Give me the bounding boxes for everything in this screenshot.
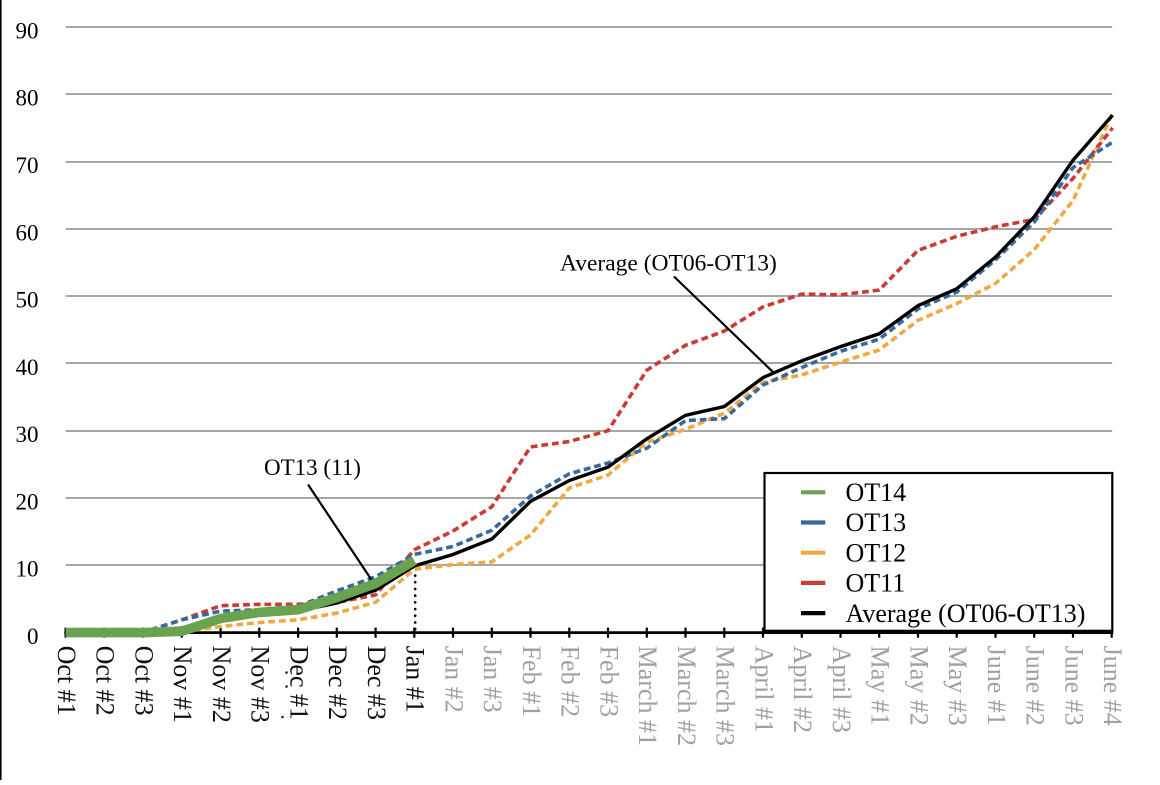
svg-text:10: 10 (16, 557, 39, 582)
svg-text:March #2: March #2 (672, 646, 701, 746)
svg-text:60: 60 (16, 220, 39, 245)
svg-text:Average (OT06-OT13): Average (OT06-OT13) (560, 251, 777, 277)
svg-text:80: 80 (16, 86, 39, 111)
svg-text:70: 70 (16, 153, 39, 178)
svg-text:OT13 (11): OT13 (11) (264, 455, 361, 480)
svg-text:Nov #3: Nov #3 (246, 646, 275, 723)
svg-text:Feb #3: Feb #3 (594, 646, 623, 718)
svg-text:40: 40 (16, 355, 39, 380)
svg-text:Feb #1: Feb #1 (517, 646, 546, 718)
svg-text:June #2: June #2 (1021, 646, 1050, 726)
svg-text:Average (OT06-OT13): Average (OT06-OT13) (846, 599, 1086, 628)
svg-text:OT12: OT12 (846, 538, 907, 567)
svg-text:March #3: March #3 (711, 646, 740, 746)
svg-text:April #2: April #2 (788, 646, 817, 733)
svg-text:June #3: June #3 (1059, 646, 1088, 726)
svg-text:Dec #1: Dec #1 (285, 646, 314, 720)
svg-text:90: 90 (16, 18, 39, 43)
svg-text:June #1: June #1 (982, 646, 1011, 726)
svg-text:50: 50 (16, 288, 39, 313)
svg-text:20: 20 (16, 489, 39, 514)
svg-text:Jan #1: Jan #1 (401, 646, 430, 713)
svg-text:May #2: May #2 (904, 646, 933, 726)
svg-text:Nov #1: Nov #1 (168, 646, 197, 723)
svg-text:Oct #2: Oct #2 (91, 646, 120, 716)
svg-text:Jan #2: Jan #2 (439, 646, 468, 713)
svg-text:30: 30 (16, 422, 39, 447)
svg-text:Feb #2: Feb #2 (556, 646, 585, 718)
svg-text:April #1: April #1 (749, 646, 778, 733)
svg-text:Dec #3: Dec #3 (362, 646, 391, 720)
svg-text:0: 0 (27, 624, 39, 649)
svg-text:Jan #3: Jan #3 (478, 646, 507, 713)
svg-text:Oct #3: Oct #3 (130, 646, 159, 716)
svg-text:April #3: April #3 (827, 646, 856, 733)
svg-text:OT13: OT13 (846, 508, 907, 537)
svg-text:Oct #1: Oct #1 (52, 646, 81, 716)
svg-text:June #4: June #4 (1098, 646, 1127, 726)
svg-text:OT11: OT11 (846, 569, 906, 598)
svg-text:Dec #2: Dec #2 (323, 646, 352, 720)
svg-text:May #1: May #1 (866, 646, 895, 726)
svg-text:Nov #2: Nov #2 (207, 646, 236, 723)
svg-text:March #1: March #1 (633, 646, 662, 746)
svg-text:May #3: May #3 (943, 646, 972, 726)
svg-text:OT14: OT14 (846, 478, 907, 507)
